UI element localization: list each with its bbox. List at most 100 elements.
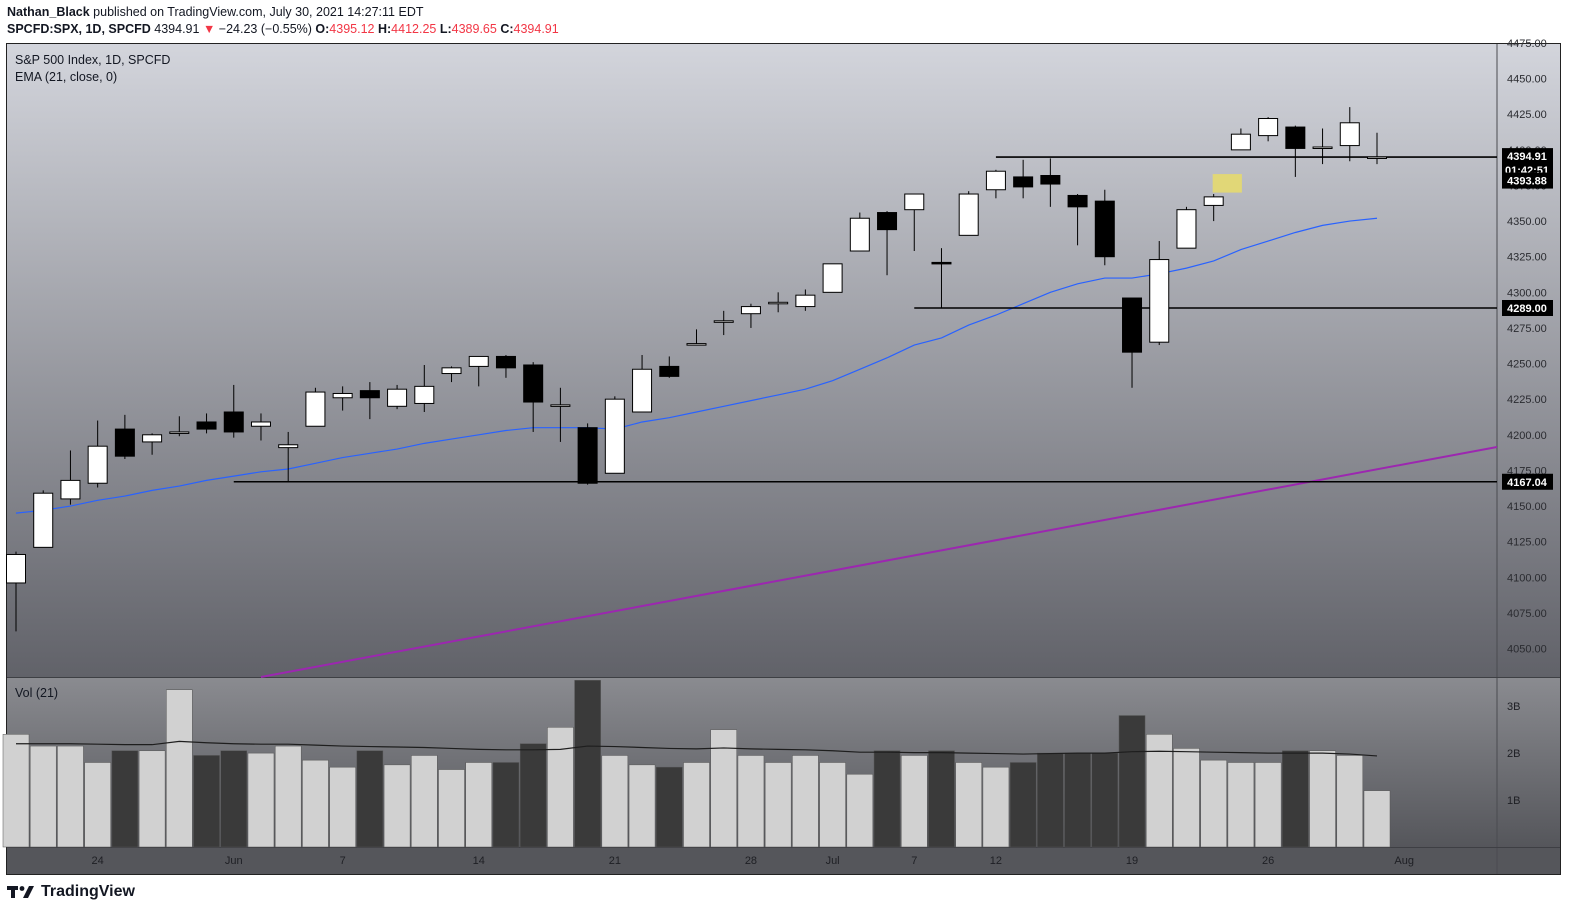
candle-body: [904, 193, 925, 211]
time-tick-label: 12: [990, 855, 1002, 867]
trend-line[interactable]: [260, 445, 1498, 678]
author-name[interactable]: Nathan_Black: [7, 5, 90, 19]
volume-bar: [111, 750, 139, 848]
volume-bar: [492, 762, 520, 848]
volume-tick-label: 1B: [1507, 795, 1520, 807]
price-tick-label: 4425.00: [1507, 109, 1547, 121]
volume-bar: [873, 750, 901, 848]
legend-title[interactable]: S&P 500 Index, 1D, SPCFD: [15, 53, 170, 67]
low-label: L:: [439, 22, 452, 36]
volume-axis[interactable]: 1B 2B 3B: [1507, 701, 1520, 807]
volume-bar: [302, 759, 329, 848]
volume-bar: [193, 755, 220, 848]
candle-body: [550, 404, 571, 407]
tradingview-logo[interactable]: TradingView: [7, 883, 135, 901]
candle-body: [659, 365, 680, 377]
candle-body: [768, 301, 789, 305]
candle-body: [33, 492, 54, 548]
open-label: O:: [315, 22, 330, 36]
price-tick-label: 4475.00: [1507, 38, 1547, 50]
highlight-box[interactable]: [1212, 174, 1242, 193]
candle-body: [468, 355, 489, 367]
candle-body: [6, 553, 26, 584]
candle-body: [196, 421, 217, 430]
volume-bar: [247, 752, 275, 848]
price-label-bg: [1502, 473, 1553, 490]
candle-body: [577, 427, 598, 484]
price-label: 4394.91: [1507, 151, 1547, 163]
legend-ema[interactable]: EMA (21, close, 0): [15, 70, 117, 84]
price-tick-label: 4075.00: [1507, 608, 1547, 620]
volume-bar: [465, 762, 492, 848]
volume-bar: [274, 745, 302, 848]
candle-body: [223, 411, 244, 433]
volume-bar: [628, 764, 656, 848]
candle-body: [822, 263, 843, 293]
open-value: 4395.12: [329, 22, 375, 36]
volume-bar: [901, 755, 928, 848]
price-tick-label: 4125.00: [1507, 537, 1547, 549]
volume-bar: [1336, 755, 1364, 848]
volume-bar: [1145, 734, 1173, 848]
candle-body: [1339, 122, 1360, 147]
volume-bar: [1309, 750, 1336, 848]
volume-bar: [220, 750, 248, 848]
price-pane[interactable]: [6, 43, 1560, 677]
time-tick-label: 14: [473, 855, 485, 867]
time-tick-label: 7: [911, 855, 917, 867]
volume-bar: [329, 766, 356, 848]
price-tick-label: 4050.00: [1507, 644, 1547, 656]
candles: [6, 107, 1387, 632]
time-tick-label: 21: [609, 855, 621, 867]
publish-info: Nathan_Black published on TradingView.co…: [7, 5, 423, 19]
legend-vol[interactable]: Vol (21): [15, 686, 58, 700]
volume-bar: [1200, 759, 1227, 848]
volume-bar: [982, 766, 1010, 848]
candle-body: [387, 388, 408, 407]
candle-body: [169, 431, 190, 434]
candle-body: [305, 391, 326, 427]
price-label: 4393.88: [1507, 176, 1547, 188]
change-arrow: ▼: [202, 22, 216, 36]
volume-bar: [411, 755, 438, 848]
volume-bar: [1118, 715, 1146, 848]
volume-bar: [356, 750, 384, 848]
candle-body: [1149, 259, 1170, 343]
candle-body: [60, 479, 81, 500]
horizontal-lines[interactable]: [233, 156, 1497, 483]
time-axis[interactable]: 24 Jun 7 14 21 28 Jul 7 12 19 26 Aug: [92, 855, 1414, 867]
volume-tick-label: 3B: [1507, 701, 1520, 713]
price-chart[interactable]: 4050.004075.004100.004125.004150.004175.…: [0, 0, 1575, 880]
volume-bar: [547, 727, 574, 848]
ohlc-line: SPCFD:SPX, 1D, SPCFD 4394.91 ▼ −24.23 (−…: [7, 22, 559, 36]
volume-bar: [1363, 790, 1391, 848]
price-label-bg: [1502, 172, 1553, 189]
volume-bar: [683, 762, 710, 848]
volume-bar: [57, 745, 84, 848]
price-label-bg: [1502, 299, 1553, 316]
volume-bar: [764, 762, 792, 848]
candle-body: [1040, 174, 1061, 185]
price-tick-label: 4150.00: [1507, 501, 1547, 513]
candle-body: [686, 343, 707, 346]
volume-bar: [438, 769, 465, 848]
price-label: 4167.04: [1507, 477, 1548, 489]
candle-body: [740, 306, 761, 315]
brand-name: TradingView: [41, 883, 135, 900]
time-tick-label: Aug: [1394, 855, 1414, 867]
close-value: 4394.91: [513, 22, 559, 36]
candle-body: [1285, 126, 1306, 149]
volume-bar: [29, 745, 57, 848]
time-tick-label: Jul: [826, 855, 840, 867]
time-axis-pane[interactable]: [6, 847, 1560, 874]
volume-bar: [928, 750, 955, 848]
volume-bar: [601, 755, 629, 848]
candle-body: [332, 392, 353, 399]
candle-body: [250, 421, 271, 427]
volume-bar: [1064, 752, 1091, 848]
chart-frame: [6, 43, 1561, 875]
candle-body: [87, 445, 108, 484]
candle-body: [713, 320, 734, 323]
volume-ma-line: [16, 740, 1378, 757]
high-label: H:: [377, 22, 392, 36]
